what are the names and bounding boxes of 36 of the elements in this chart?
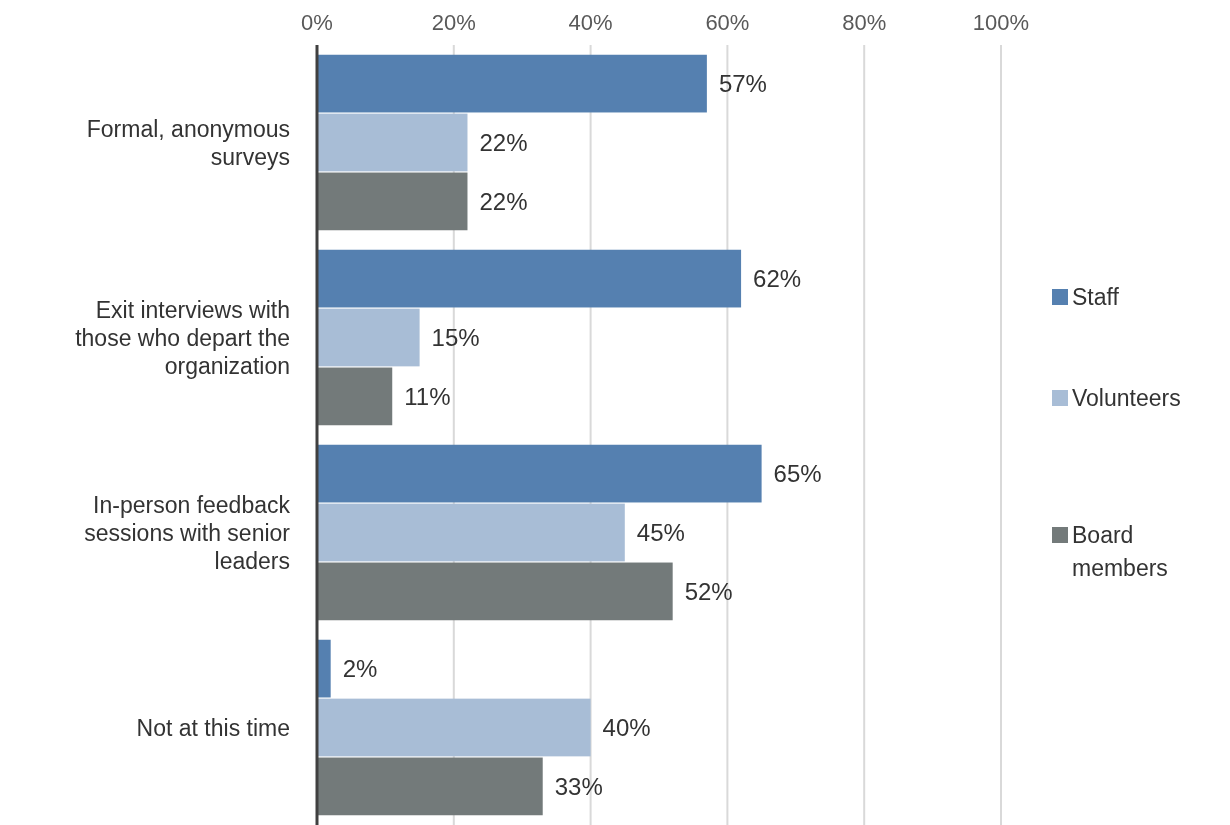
bar — [317, 172, 468, 231]
x-tick-label: 80% — [842, 9, 887, 35]
bar — [317, 698, 591, 757]
y-tick-label: Exit interviews with those who depart the organization — [75, 296, 290, 379]
data-label: 65% — [773, 460, 822, 488]
bar — [317, 503, 625, 562]
x-tick-label: 0% — [301, 9, 333, 35]
bar — [317, 444, 762, 503]
bar — [317, 367, 393, 426]
y-tick-label: Not at this time — [136, 714, 290, 741]
bar — [317, 54, 707, 113]
data-label: 57% — [718, 70, 767, 98]
legend-label: Board members — [1072, 522, 1168, 582]
data-label: 2% — [342, 655, 378, 683]
data-label: 11% — [404, 382, 451, 410]
data-label: 33% — [554, 772, 603, 800]
bar — [317, 113, 468, 172]
legend-label: Volunteers — [1072, 385, 1181, 412]
bar — [317, 757, 543, 816]
data-label: 45% — [636, 518, 685, 546]
data-label: 40% — [602, 713, 651, 741]
data-label: 15% — [431, 323, 480, 351]
legend-label: Staff — [1072, 284, 1120, 311]
bar — [317, 249, 742, 308]
data-label: 62% — [753, 265, 802, 293]
x-tick-label: 40% — [568, 9, 613, 35]
x-tick-label: 60% — [705, 9, 750, 35]
data-label: 52% — [684, 577, 733, 605]
data-label: 22% — [479, 128, 528, 156]
bar — [317, 562, 673, 621]
x-tick-label: 100% — [972, 9, 1030, 35]
y-tick-label: Formal, anonymous surveys — [86, 115, 290, 170]
bar — [317, 308, 420, 367]
x-tick-label: 20% — [431, 9, 476, 35]
y-tick-label: In-person feedback sessions with senior leaders — [84, 491, 291, 574]
data-label: 22% — [479, 187, 528, 215]
